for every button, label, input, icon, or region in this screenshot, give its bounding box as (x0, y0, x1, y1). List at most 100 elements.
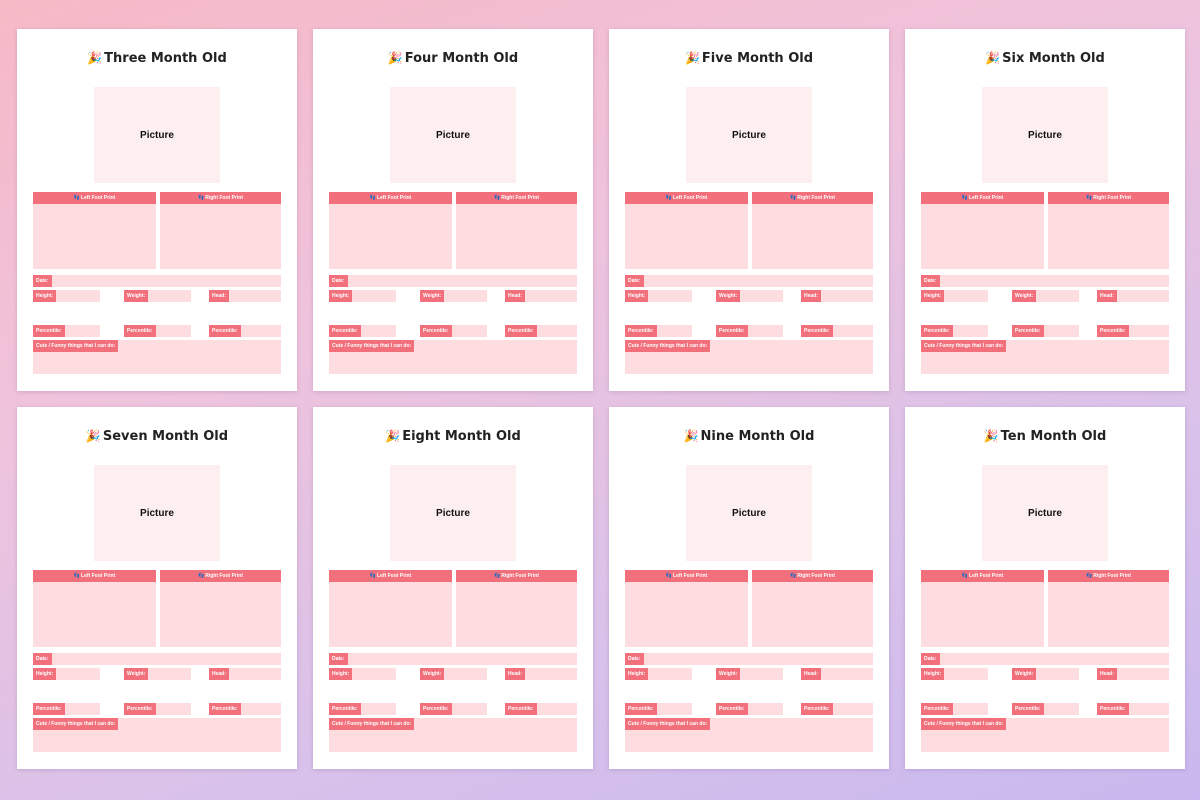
head-field: Head: (209, 668, 281, 680)
date-label: Date: (921, 653, 940, 665)
notes-label: Cute / Funny things that I can do: (921, 340, 1007, 352)
weight-label: Weight: (1012, 668, 1037, 680)
percentile-label: Percentile: (209, 703, 241, 715)
weight-field: Weight: (420, 290, 487, 302)
left-foot-print-header: 👣 Left Foot Print (625, 570, 748, 582)
percentile-label: Percentile: (921, 325, 953, 337)
left-foot-print-box: 👣 Left Foot Print (921, 192, 1044, 269)
right-foot-print-box: 👣 Right Foot Print (1048, 570, 1169, 647)
right-foot-print-box: 👣 Right Foot Print (160, 570, 281, 647)
height-percentile-field: Percentile: (33, 703, 100, 715)
head-percentile-field: Percentile: (801, 325, 873, 337)
picture-box: Picture (94, 87, 220, 183)
footprint-icon: 👣 (665, 195, 673, 201)
left-foot-print-box: 👣 Left Foot Print (33, 192, 156, 269)
weight-label: Weight: (420, 668, 445, 680)
head-percentile-field: Percentile: (209, 325, 281, 337)
weight-percentile-field: Percentile: (420, 703, 487, 715)
right-foot-print-header: 👣 Right Foot Print (160, 192, 281, 204)
footprint-icon: 👣 (961, 195, 969, 201)
height-field: Height: (329, 290, 396, 302)
date-field: Date: (33, 653, 281, 665)
notes-box: Cute / Funny things that I can do: (329, 718, 577, 752)
percentile-label: Percentile: (124, 325, 156, 337)
page-title: 🎉 Seven Month Old (85, 429, 229, 444)
head-field: Head: (505, 290, 577, 302)
weight-field: Weight: (1012, 668, 1079, 680)
picture-box: Picture (982, 465, 1108, 561)
picture-box: Picture (686, 465, 812, 561)
weight-percentile-field: Percentile: (1012, 325, 1079, 337)
date-label: Date: (921, 275, 940, 287)
weight-field: Weight: (716, 290, 783, 302)
notes-box: Cute / Funny things that I can do: (921, 718, 1169, 752)
footprint-icon: 👣 (789, 195, 797, 201)
right-foot-print-header: 👣 Right Foot Print (160, 570, 281, 582)
page-title: 🎉 Nine Month Old (683, 429, 815, 444)
date-field: Date: (625, 653, 873, 665)
notes-label: Cute / Funny things that I can do: (921, 718, 1007, 730)
left-foot-print-box: 👣 Left Foot Print (625, 192, 748, 269)
head-field: Head: (801, 668, 873, 680)
height-label: Height: (329, 290, 353, 302)
percentile-label: Percentile: (505, 325, 537, 337)
height-percentile-field: Percentile: (625, 325, 692, 337)
head-label: Head: (801, 668, 821, 680)
date-label: Date: (625, 275, 644, 287)
left-foot-print-header: 👣 Left Foot Print (33, 570, 156, 582)
percentile-label: Percentile: (921, 703, 953, 715)
right-foot-print-box: 👣 Right Foot Print (456, 570, 577, 647)
picture-box: Picture (94, 465, 220, 561)
footprint-icon: 👣 (1085, 195, 1093, 201)
page-title: 🎉 Three Month Old (87, 51, 227, 66)
head-percentile-field: Percentile: (801, 703, 873, 715)
footprint-icon: 👣 (493, 195, 501, 201)
height-percentile-field: Percentile: (921, 703, 988, 715)
date-field: Date: (33, 275, 281, 287)
left-foot-print-box: 👣 Left Foot Print (921, 570, 1044, 647)
page-title: 🎉 Six Month Old (985, 51, 1105, 66)
date-label: Date: (329, 653, 348, 665)
right-foot-print-box: 👣 Right Foot Print (160, 192, 281, 269)
head-label: Head: (209, 290, 229, 302)
height-label: Height: (625, 290, 649, 302)
left-foot-print-box: 👣 Left Foot Print (329, 192, 452, 269)
percentile-label: Percentile: (420, 325, 452, 337)
weight-percentile-field: Percentile: (716, 703, 783, 715)
weight-percentile-field: Percentile: (420, 325, 487, 337)
percentile-label: Percentile: (505, 703, 537, 715)
height-field: Height: (33, 290, 100, 302)
height-label: Height: (625, 668, 649, 680)
date-field: Date: (625, 275, 873, 287)
right-foot-print-box: 👣 Right Foot Print (752, 192, 873, 269)
percentile-label: Percentile: (329, 703, 361, 715)
picture-box: Picture (390, 465, 516, 561)
milestone-page: 🎉 Three Month Old Picture 👣 Left Foot Prin… (17, 29, 297, 391)
left-foot-print-header: 👣 Left Foot Print (329, 192, 452, 204)
height-field: Height: (921, 668, 988, 680)
height-field: Height: (625, 290, 692, 302)
head-label: Head: (505, 290, 525, 302)
milestone-page: 🎉 Ten Month Old Picture 👣 Left Foot Print … (905, 407, 1185, 769)
height-label: Height: (329, 668, 353, 680)
head-percentile-field: Percentile: (1097, 703, 1169, 715)
right-foot-print-header: 👣 Right Foot Print (1048, 192, 1169, 204)
notes-box: Cute / Funny things that I can do: (625, 718, 873, 752)
left-foot-print-header: 👣 Left Foot Print (329, 570, 452, 582)
party-popper-icon: 🎉 (684, 51, 700, 65)
weight-label: Weight: (124, 290, 149, 302)
head-label: Head: (801, 290, 821, 302)
date-label: Date: (33, 653, 52, 665)
notes-label: Cute / Funny things that I can do: (329, 340, 415, 352)
head-percentile-field: Percentile: (1097, 325, 1169, 337)
height-label: Height: (33, 290, 57, 302)
weight-field: Weight: (716, 668, 783, 680)
milestone-page: 🎉 Seven Month Old Picture 👣 Left Foot Prin… (17, 407, 297, 769)
page-title: 🎉 Four Month Old (387, 51, 519, 66)
notes-box: Cute / Funny things that I can do: (921, 340, 1169, 374)
weight-label: Weight: (1012, 290, 1037, 302)
height-percentile-field: Percentile: (625, 703, 692, 715)
date-field: Date: (329, 275, 577, 287)
right-foot-print-header: 👣 Right Foot Print (752, 570, 873, 582)
left-foot-print-header: 👣 Left Foot Print (921, 192, 1044, 204)
